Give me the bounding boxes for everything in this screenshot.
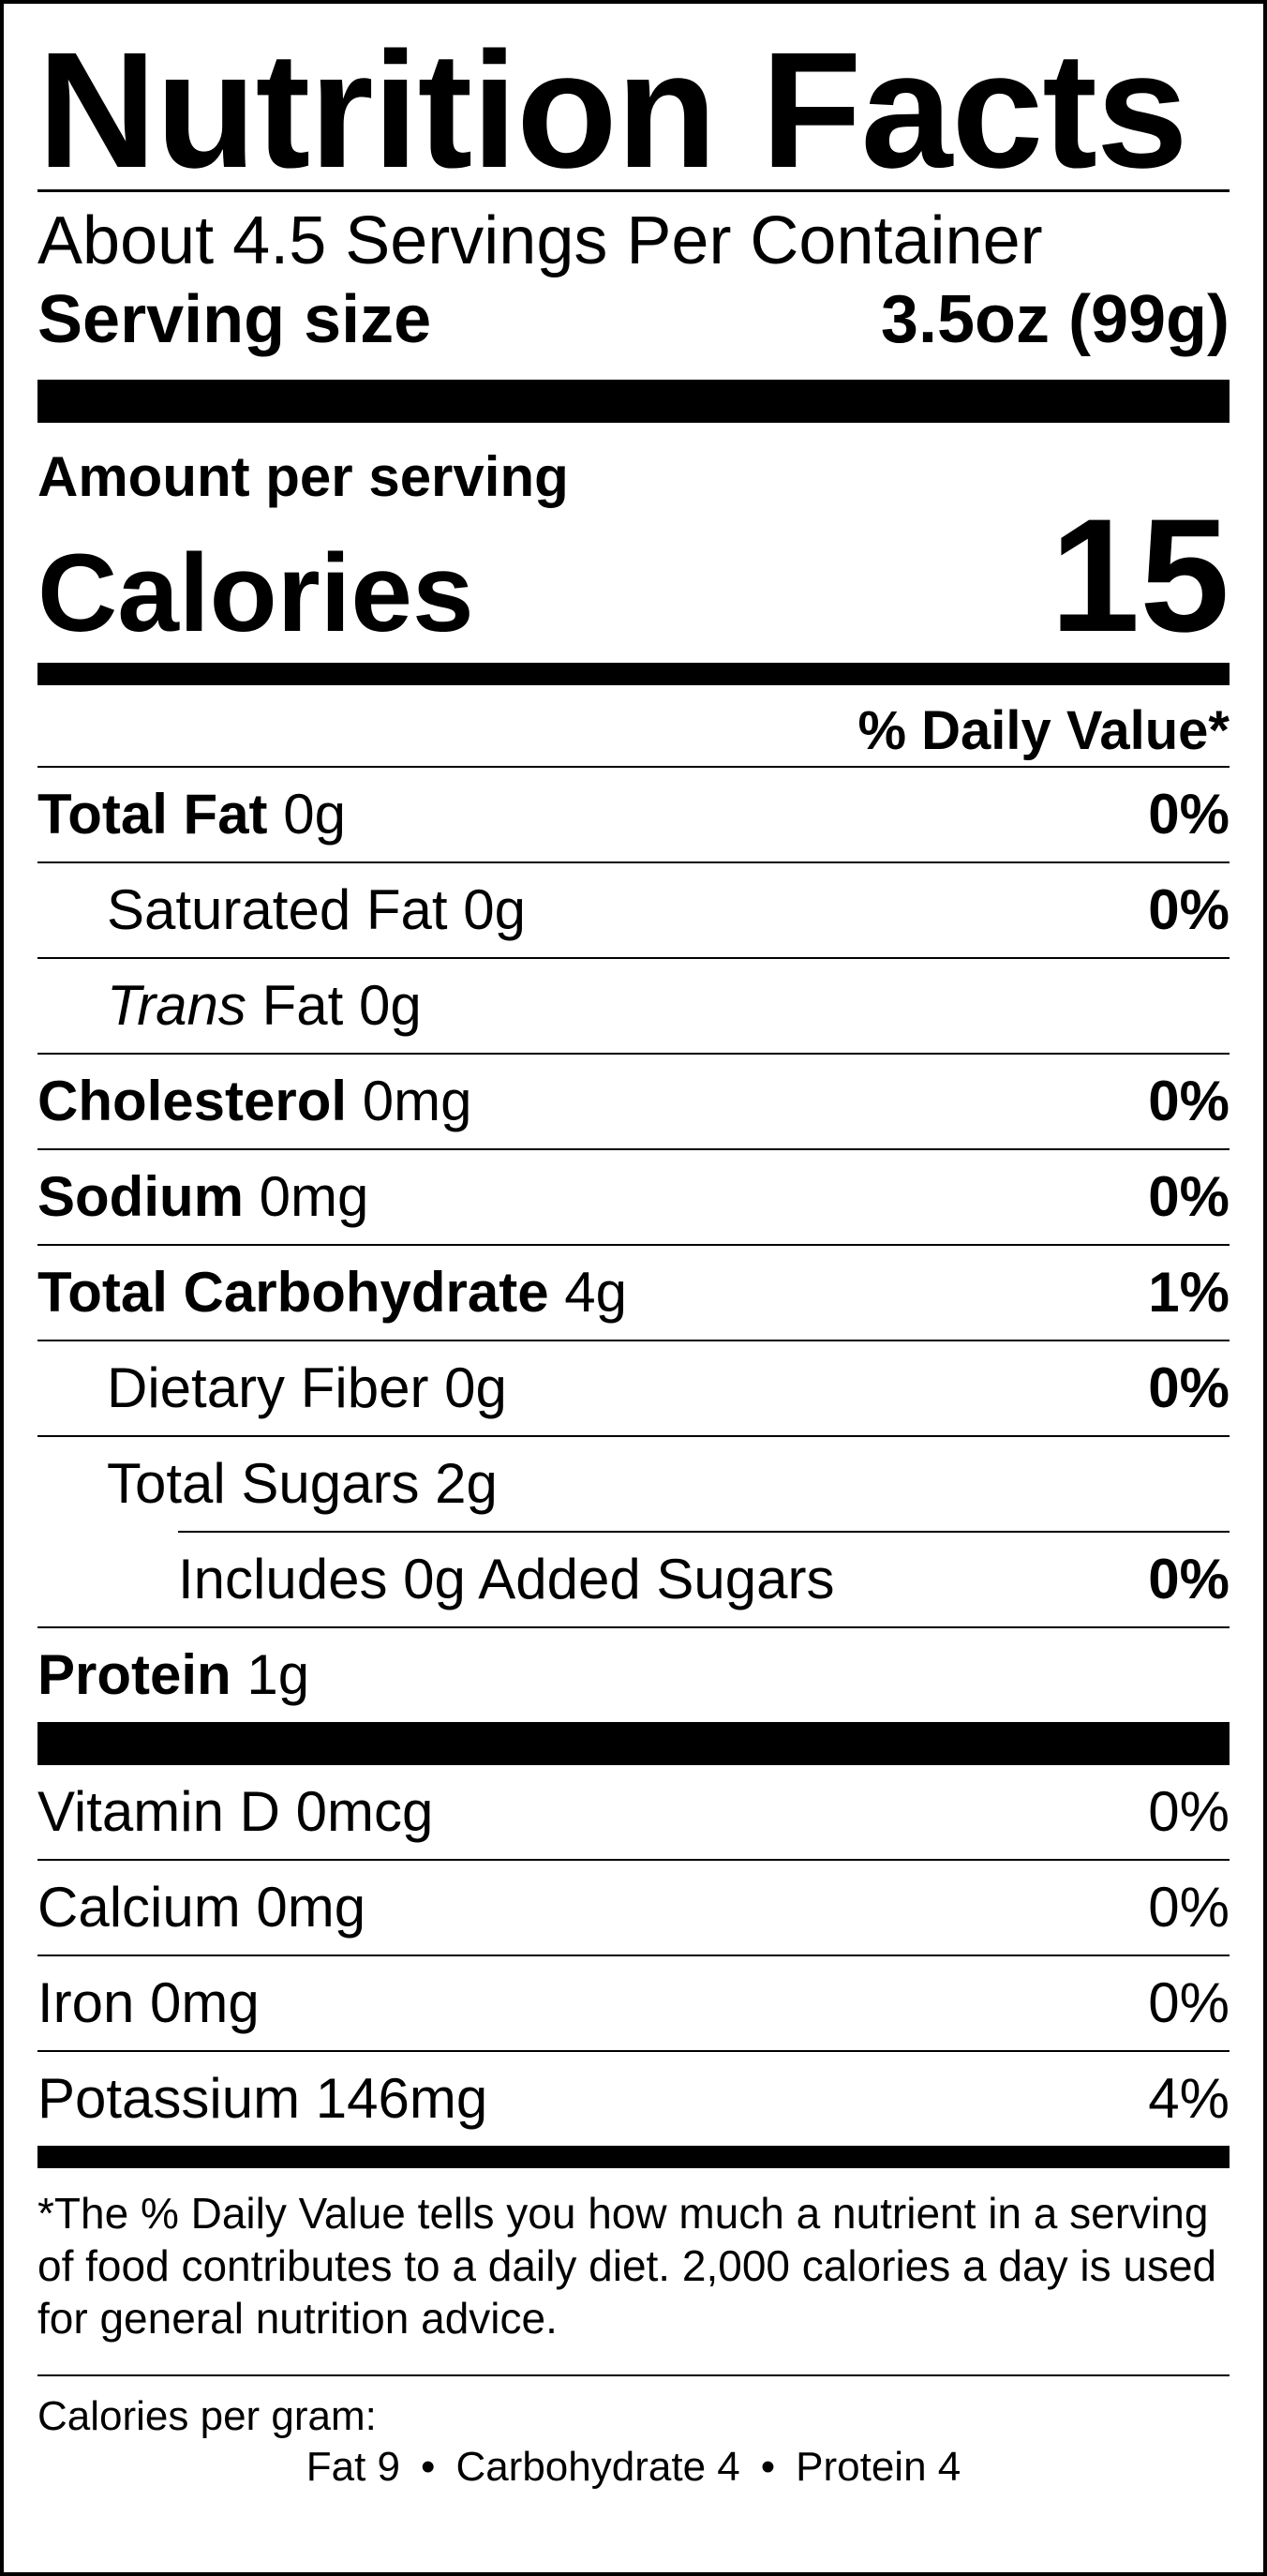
nutrient-row-protein: Protein 1g — [37, 1628, 1230, 1722]
nutrient-row-trans-fat: Trans Fat 0g — [37, 959, 1230, 1053]
serving-size-row: Serving size 3.5oz (99g) — [37, 286, 1230, 380]
daily-value-percent: 0% — [1148, 1971, 1230, 2034]
divider — [37, 1954, 1230, 1956]
thick-divider — [37, 380, 1230, 423]
vitamin-name: Calcium 0mg — [37, 1876, 366, 1939]
nutrient-name: Dietary Fiber 0g — [107, 1356, 507, 1419]
nutrient-name: Total Sugars 2g — [107, 1452, 498, 1515]
serving-size-value: 3.5oz (99g) — [880, 282, 1230, 357]
medium-divider — [37, 663, 1230, 685]
nutrient-name: Cholesterol 0mg — [37, 1070, 472, 1132]
calories-value: 15 — [1050, 486, 1230, 666]
divider — [37, 1859, 1230, 1861]
daily-value-footnote: *The % Daily Value tells you how much a … — [37, 2189, 1217, 2343]
calories-per-gram-label: Calories per gram: — [37, 2393, 377, 2439]
divider — [37, 1626, 1230, 1628]
nutrient-row-sodium: Sodium 0mg 0% — [37, 1150, 1230, 1244]
divider — [37, 2050, 1230, 2052]
divider — [37, 1244, 1230, 1246]
medium-divider — [37, 2146, 1230, 2168]
nutrient-name: Trans Fat 0g — [107, 974, 422, 1037]
nutrient-name: Sodium 0mg — [37, 1165, 369, 1228]
daily-value-percent: 0% — [1148, 1876, 1230, 1939]
divider — [37, 2374, 1230, 2376]
divider — [37, 1148, 1230, 1150]
serving-size-label: Serving size — [37, 282, 432, 357]
bullet-separator: • — [421, 2444, 436, 2490]
vitamin-row-vitamin-d: Vitamin D 0mcg 0% — [37, 1765, 1230, 1859]
nutrient-row-total-fat: Total Fat 0g 0% — [37, 768, 1230, 861]
vitamin-row-calcium: Calcium 0mg 0% — [37, 1861, 1230, 1954]
nutrient-name: Total Carbohydrate 4g — [37, 1261, 628, 1324]
vitamin-name: Vitamin D 0mcg — [37, 1780, 434, 1843]
daily-value-percent: 0% — [1148, 1548, 1230, 1610]
nutrient-row-cholesterol: Cholesterol 0mg 0% — [37, 1055, 1230, 1148]
protein-calories-per-gram: Protein 4 — [796, 2444, 961, 2490]
calories-per-gram-values: Fat 9 • Carbohydrate 4 • Protein 4 — [37, 2442, 1230, 2493]
label-title: Nutrition Facts — [37, 19, 1188, 202]
vitamin-name: Potassium 146mg — [37, 2067, 488, 2130]
nutrient-name: Total Fat 0g — [37, 783, 346, 846]
divider — [37, 957, 1230, 959]
nutrient-row-added-sugars: Includes 0g Added Sugars 0% — [37, 1533, 1230, 1626]
nutrient-row-total-sugars: Total Sugars 2g — [37, 1437, 1230, 1531]
calories-row: Calories 15 — [37, 486, 1230, 666]
fat-calories-per-gram: Fat 9 — [306, 2444, 401, 2490]
thick-divider — [37, 1722, 1230, 1765]
nutrient-name: Includes 0g Added Sugars — [178, 1548, 835, 1610]
calories-label: Calories — [37, 532, 474, 655]
daily-value-percent: 0% — [1148, 783, 1230, 846]
divider — [37, 766, 1230, 768]
vitamin-row-iron: Iron 0mg 0% — [37, 1956, 1230, 2050]
nutrient-row-dietary-fiber: Dietary Fiber 0g 0% — [37, 1341, 1230, 1435]
daily-value-percent: 4% — [1148, 2067, 1230, 2130]
nutrient-name: Protein 1g — [37, 1643, 310, 1706]
nutrient-row-saturated-fat: Saturated Fat 0g 0% — [37, 863, 1230, 957]
divider — [37, 1340, 1230, 1341]
daily-value-percent: 0% — [1148, 878, 1230, 941]
daily-value-percent: 0% — [1148, 1165, 1230, 1228]
daily-value-percent: 0% — [1148, 1070, 1230, 1132]
divider — [37, 861, 1230, 863]
divider — [37, 1053, 1230, 1055]
vitamin-name: Iron 0mg — [37, 1971, 260, 2034]
carbohydrate-calories-per-gram: Carbohydrate 4 — [455, 2444, 740, 2490]
daily-value-percent: 0% — [1148, 1356, 1230, 1419]
nutrient-row-total-carbohydrate: Total Carbohydrate 4g 1% — [37, 1246, 1230, 1340]
divider — [37, 1435, 1230, 1437]
divider — [178, 1531, 1230, 1533]
daily-value-header: % Daily Value* — [857, 700, 1230, 761]
nutrient-name: Saturated Fat 0g — [107, 878, 526, 941]
daily-value-percent: 0% — [1148, 1780, 1230, 1843]
servings-per-container: About 4.5 Servings Per Container — [37, 203, 1043, 278]
bullet-separator: • — [760, 2444, 776, 2490]
vitamin-row-potassium: Potassium 146mg 4% — [37, 2052, 1230, 2146]
daily-value-percent: 1% — [1148, 1261, 1230, 1324]
divider — [37, 189, 1230, 192]
amount-per-serving: Amount per serving — [37, 445, 569, 508]
